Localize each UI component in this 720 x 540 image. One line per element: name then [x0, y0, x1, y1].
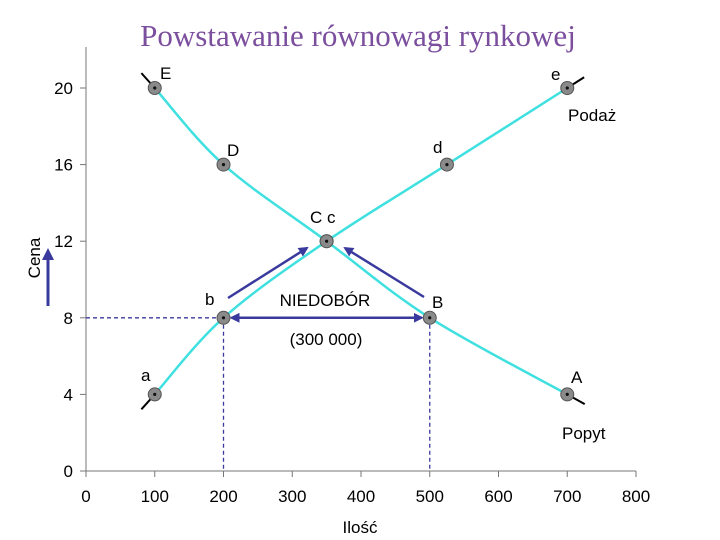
- y-tick-label: 20: [54, 79, 73, 98]
- guide-lines: [86, 317, 431, 471]
- y-tick-label: 12: [54, 232, 73, 251]
- demand-series-label: Popyt: [562, 424, 606, 443]
- point-label-d: d: [433, 138, 442, 157]
- x-tick-label: 100: [141, 487, 169, 506]
- markers: [147, 81, 575, 402]
- curves: [140, 72, 586, 410]
- x-tick-label: 0: [81, 487, 90, 506]
- x-axis-label: Ilość: [343, 518, 378, 537]
- equilibrium-label: C c: [310, 208, 336, 227]
- data-point-center: [565, 86, 569, 90]
- y-axis-arrow: [42, 248, 54, 306]
- y-tick-label: 8: [64, 309, 73, 328]
- point-label-e: e: [551, 65, 560, 84]
- data-point-center: [153, 86, 157, 90]
- shortage-amount-label: (300 000): [290, 330, 363, 349]
- x-tick-label: 200: [209, 487, 237, 506]
- y-tick-label: 0: [64, 462, 73, 481]
- shortage-label: NIEDOBÓR: [280, 291, 371, 310]
- x-tick-label: 300: [278, 487, 306, 506]
- demand-move-arrow: [343, 246, 425, 299]
- point-label-B: B: [432, 293, 443, 312]
- y-tick-label: 16: [54, 156, 73, 175]
- point-label-D: D: [227, 141, 239, 160]
- x-tick-label: 800: [622, 487, 650, 506]
- point-label-b: b: [205, 290, 214, 309]
- data-point-center: [221, 316, 226, 320]
- y-tick-label: 4: [64, 385, 73, 404]
- point-label-a: a: [141, 366, 151, 385]
- x-tick-label: 500: [416, 487, 444, 506]
- x-tick-label: 600: [484, 487, 512, 506]
- x-tick-label: 700: [553, 487, 581, 506]
- chart-title: Powstawanie równowagi rynkowej: [140, 18, 576, 53]
- point-label-E: E: [160, 64, 171, 83]
- arrows: [227, 246, 425, 323]
- supply-series-label: Podaż: [568, 106, 616, 125]
- data-point-center: [445, 163, 449, 167]
- supply-move-arrow: [227, 246, 309, 300]
- y-axis-label: Cena: [25, 237, 44, 278]
- x-tick-label: 400: [347, 487, 375, 506]
- data-point-center: [428, 316, 432, 320]
- data-point-center: [565, 392, 569, 396]
- ticks: 0 100 200 300 400 500 600 700 800 0 4 8 12 16 20: [54, 79, 650, 506]
- data-point-center: [153, 392, 157, 396]
- data-point-center: [325, 239, 329, 243]
- data-point-center: [221, 163, 226, 167]
- labels: Podaż Popyt a b d e E D B A C c NIEDOBÓR (300 000): [141, 64, 616, 443]
- point-label-A: A: [571, 368, 583, 387]
